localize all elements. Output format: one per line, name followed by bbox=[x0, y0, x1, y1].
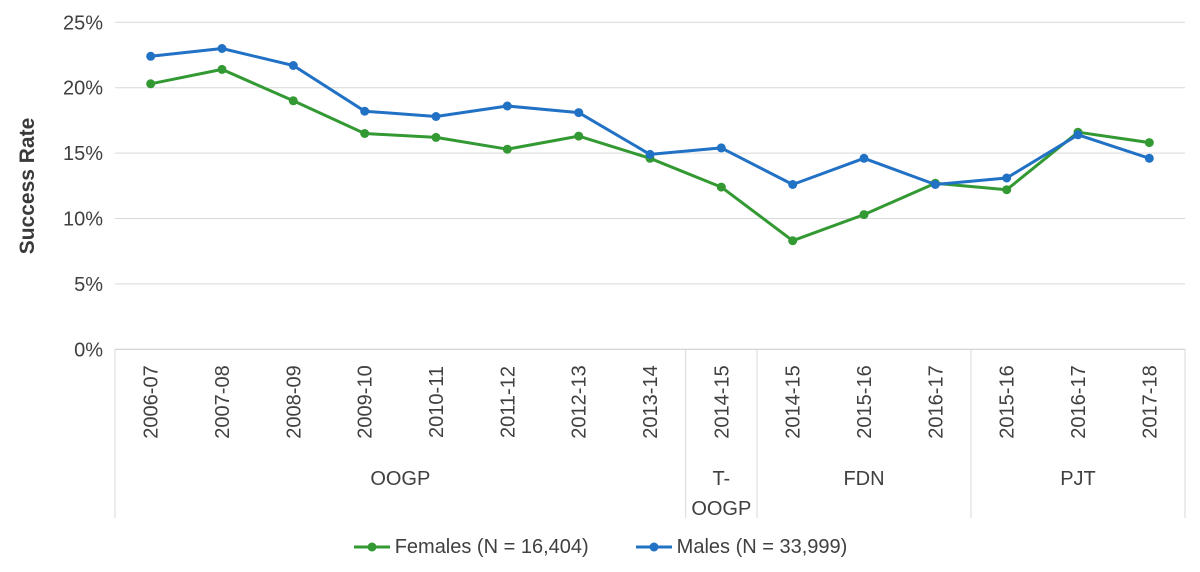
data-point bbox=[1144, 138, 1154, 148]
data-point bbox=[788, 180, 798, 189]
y-tick-label: 0% bbox=[74, 339, 103, 361]
data-point bbox=[1073, 130, 1083, 140]
x-tick-label: 2013-14 bbox=[640, 365, 662, 438]
y-tick-label: 15% bbox=[63, 143, 103, 165]
data-point bbox=[1002, 173, 1012, 183]
y-tick-label: 20% bbox=[63, 78, 103, 100]
females-line-marker-icon bbox=[353, 542, 390, 552]
x-tick-label: 2014-15 bbox=[783, 365, 805, 438]
x-tick-label: 2016-17 bbox=[1068, 365, 1090, 438]
y-tick-label: 5% bbox=[74, 274, 103, 296]
data-point bbox=[716, 182, 726, 192]
data-series bbox=[146, 44, 1154, 246]
group-label: OOGP bbox=[691, 498, 751, 520]
y-axis-tick-labels: 0% 5% 10% 15% 20% 25% bbox=[63, 12, 103, 361]
data-point bbox=[288, 61, 298, 70]
males-line-marker-icon bbox=[635, 542, 672, 552]
data-point bbox=[217, 44, 227, 53]
data-point bbox=[859, 153, 869, 163]
x-tick-label: 2016-17 bbox=[925, 365, 947, 438]
gridlines bbox=[115, 21, 1185, 350]
x-tick-label: 2006-07 bbox=[141, 365, 163, 438]
group-label: T- bbox=[712, 468, 730, 490]
data-point bbox=[431, 132, 441, 142]
data-point bbox=[859, 210, 869, 220]
legend-item-males: Males (N = 33,999) bbox=[635, 535, 848, 559]
data-point bbox=[360, 106, 370, 116]
x-tick-label: 2011-12 bbox=[497, 366, 519, 438]
x-tick-label: 2015-16 bbox=[854, 365, 876, 438]
x-axis-tick-labels: 2006-07 2007-08 2008-09 2009-10 2010-11 2011-… bbox=[141, 365, 1162, 438]
data-point bbox=[360, 129, 370, 138]
x-tick-label: 2008-09 bbox=[283, 365, 305, 438]
data-point bbox=[288, 96, 298, 106]
x-tick-label: 2007-08 bbox=[212, 365, 234, 438]
data-point bbox=[502, 101, 512, 111]
data-point bbox=[502, 144, 512, 154]
data-point bbox=[1002, 185, 1012, 195]
x-tick-label: 2009-10 bbox=[355, 365, 377, 438]
legend-label-females: Females (N = 16,404) bbox=[394, 535, 589, 558]
line-chart-canvas: 0%5%10%15%20%25% 2006-07 2007-08 2008-09 20… bbox=[16, 12, 1186, 520]
chart-legend: Females (N = 16,404) Males (N = 33,999) bbox=[0, 529, 1200, 565]
data-point bbox=[146, 79, 156, 89]
data-point bbox=[574, 108, 584, 118]
data-point bbox=[716, 143, 726, 153]
x-tick-label: 2015-16 bbox=[997, 365, 1019, 438]
data-point bbox=[217, 64, 227, 74]
x-tick-label: 2012-13 bbox=[569, 365, 591, 438]
data-point bbox=[574, 131, 584, 141]
legend-item-females: Females (N = 16,404) bbox=[353, 536, 589, 559]
x-tick-label: 2014-15 bbox=[711, 365, 733, 438]
legend-label-males: Males (N = 33,999) bbox=[676, 535, 848, 558]
x-tick-label: 2017-18 bbox=[1139, 365, 1161, 438]
x-axis-group-labels: OOGP T- OOGP FDN PJT bbox=[370, 468, 1095, 520]
group-label: FDN bbox=[843, 468, 884, 490]
data-point bbox=[930, 180, 940, 189]
category-separators bbox=[114, 349, 1186, 518]
series-line bbox=[150, 47, 1150, 186]
data-point bbox=[1144, 153, 1154, 163]
y-tick-label: 10% bbox=[63, 209, 103, 231]
group-label: PJT bbox=[1060, 468, 1096, 490]
y-tick-label: 25% bbox=[63, 12, 103, 34]
x-tick-label: 2010-11 bbox=[426, 366, 448, 438]
data-point bbox=[431, 112, 441, 121]
y-axis-title: Success Rate bbox=[16, 118, 39, 255]
group-label: OOGP bbox=[370, 468, 430, 490]
data-point bbox=[146, 51, 156, 61]
data-point bbox=[788, 236, 798, 246]
data-point bbox=[645, 149, 655, 159]
